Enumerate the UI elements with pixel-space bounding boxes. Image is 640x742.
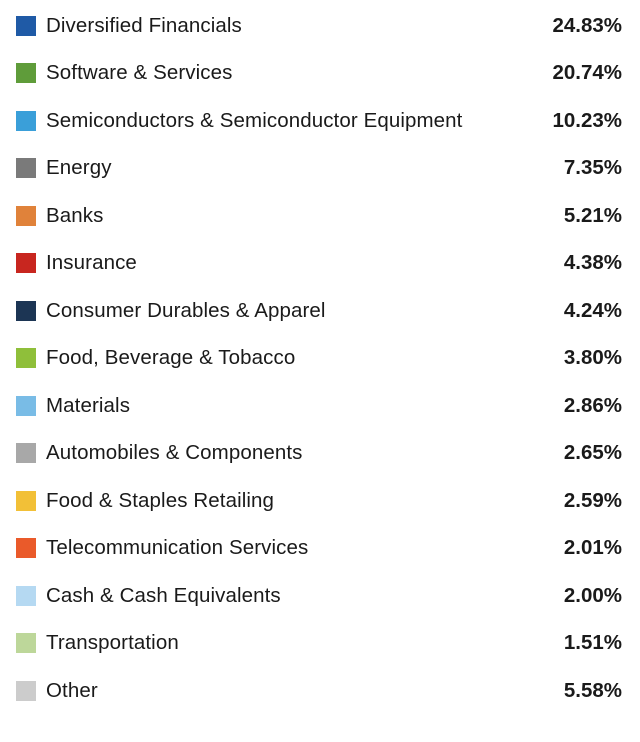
sector-percentage: 2.86% (563, 393, 622, 417)
sector-percentage: 2.59% (563, 488, 622, 512)
sector-percentage: 4.24% (563, 298, 622, 322)
sector-label: Energy (46, 156, 112, 180)
legend-row: Insurance 4.38% (16, 240, 622, 288)
color-swatch (16, 490, 36, 511)
sector-percentage: 5.21% (563, 203, 622, 227)
color-swatch (16, 63, 36, 84)
legend-row: Cash & Cash Equivalents 2.00% (16, 572, 622, 620)
sector-label: Food, Beverage & Tobacco (46, 346, 296, 370)
sector-label: Software & Services (46, 61, 233, 85)
sector-label: Diversified Financials (46, 13, 242, 37)
sector-label: Transportation (46, 631, 179, 655)
legend-row: Consumer Durables & Apparel 4.24% (16, 287, 622, 335)
sector-label: Semiconductors & Semiconductor Equipment (46, 108, 463, 132)
color-swatch (16, 158, 36, 179)
sector-label: Insurance (46, 251, 137, 275)
color-swatch (16, 395, 36, 416)
color-swatch (16, 633, 36, 654)
legend-row: Food & Staples Retailing 2.59% (16, 477, 622, 525)
color-swatch (16, 253, 36, 274)
color-swatch (16, 443, 36, 464)
color-swatch (16, 680, 36, 701)
color-swatch (16, 585, 36, 606)
sector-label: Telecommunication Services (46, 536, 309, 560)
sector-percentage: 20.74% (552, 61, 622, 85)
color-swatch (16, 300, 36, 321)
sector-percentage: 2.65% (563, 441, 622, 465)
sector-percentage: 1.51% (563, 631, 622, 655)
legend-row: Energy 7.35% (16, 145, 622, 193)
color-swatch (16, 348, 36, 369)
color-swatch (16, 205, 36, 226)
color-swatch (16, 538, 36, 559)
legend-row: Other 5.58% (16, 667, 622, 715)
legend-row: Materials 2.86% (16, 382, 622, 430)
sector-percentage: 10.23% (552, 108, 622, 132)
legend-row: Automobiles & Components 2.65% (16, 430, 622, 478)
sector-percentage: 7.35% (563, 156, 622, 180)
sector-label: Other (46, 678, 98, 702)
sector-label: Food & Staples Retailing (46, 488, 275, 512)
sector-label: Banks (46, 203, 104, 227)
legend-row: Transportation 1.51% (16, 620, 622, 668)
sector-label: Materials (46, 393, 131, 417)
legend-row: Semiconductors & Semiconductor Equipment… (16, 97, 622, 145)
sector-percentage: 5.58% (563, 678, 622, 702)
sector-label: Cash & Cash Equivalents (46, 583, 281, 607)
legend-row: Diversified Financials 24.83% (16, 2, 622, 50)
sector-percentage: 24.83% (552, 13, 622, 37)
sector-percentage: 2.00% (563, 583, 622, 607)
legend-row: Food, Beverage & Tobacco 3.80% (16, 335, 622, 383)
sector-allocation-list: Diversified Financials 24.83% Software &… (16, 2, 622, 715)
sector-label: Automobiles & Components (46, 441, 303, 465)
legend-row: Banks 5.21% (16, 192, 622, 240)
color-swatch (16, 110, 36, 131)
sector-label: Consumer Durables & Apparel (46, 298, 326, 322)
color-swatch (16, 15, 36, 36)
sector-percentage: 2.01% (563, 536, 622, 560)
legend-row: Telecommunication Services 2.01% (16, 525, 622, 573)
sector-percentage: 3.80% (563, 346, 622, 370)
legend-row: Software & Services 20.74% (16, 50, 622, 98)
sector-percentage: 4.38% (563, 251, 622, 275)
